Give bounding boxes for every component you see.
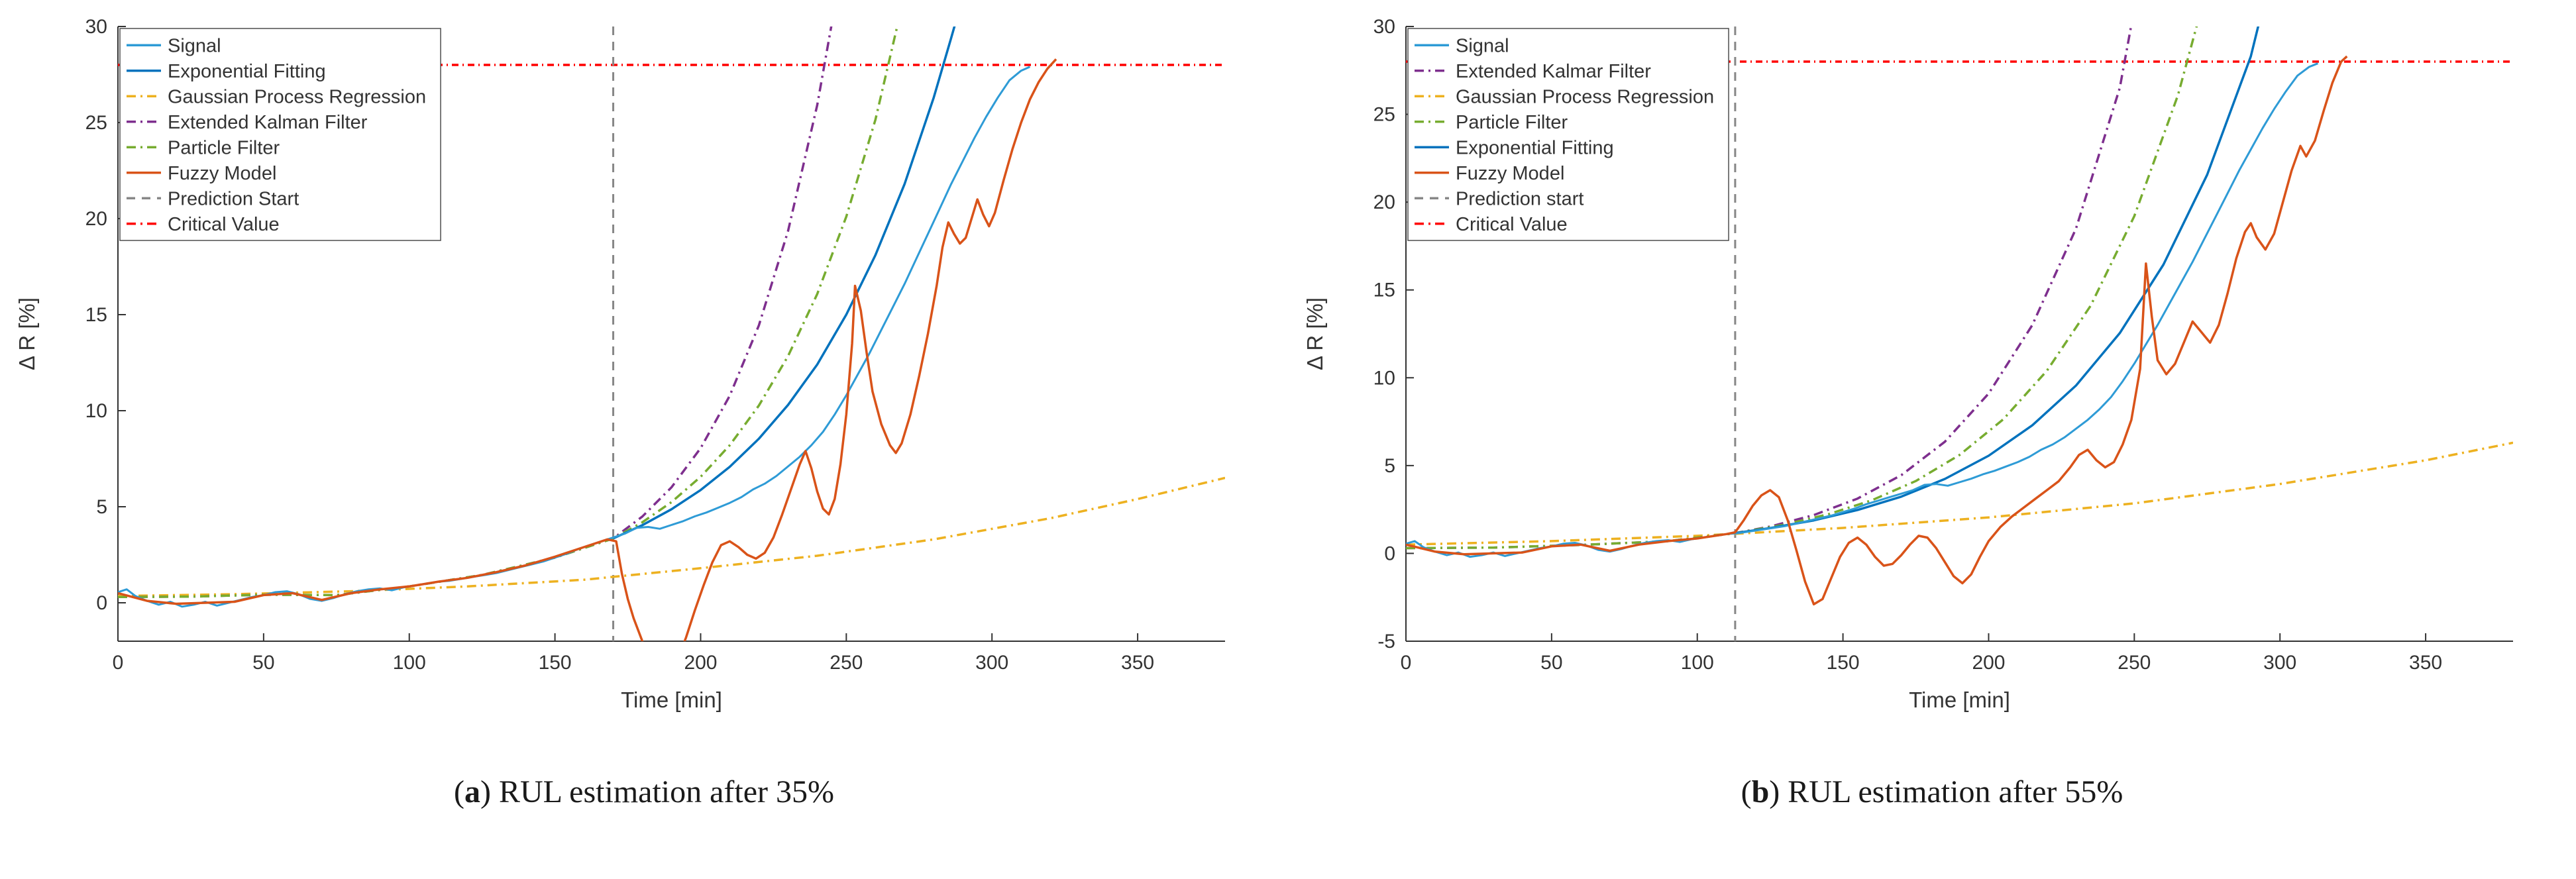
legend: Signal Exponential Fitting Gaussian Proces… (119, 28, 441, 241)
caption-a-letter: a (464, 774, 480, 809)
x-tick-label: 150 (539, 652, 572, 674)
series-fuzzy-model (1406, 55, 2348, 606)
caption-b-pre: ( (1741, 774, 1752, 809)
series-gaussian-process-regression (1406, 441, 2513, 546)
caption-b-text: ) RUL estimation after 55% (1769, 774, 2123, 809)
x-tick-label: 300 (2263, 652, 2296, 674)
legend-label: Gaussian Process Regression (1456, 86, 1714, 107)
legend-label: Prediction Start (168, 188, 299, 209)
y-tick-label: 5 (96, 496, 107, 518)
caption-a-text: ) RUL estimation after 35% (480, 774, 835, 809)
legend-label: Gaussian Process Regression (168, 86, 426, 107)
y-tick-label: 0 (1384, 543, 1395, 564)
series-fuzzy-model (118, 58, 1057, 641)
x-tick-label: 150 (1827, 652, 1860, 674)
series-extended-kalmar-filter (1406, 26, 2133, 550)
y-axis-label: Δ R [%] (1303, 297, 1327, 370)
x-tick-label: 250 (2118, 652, 2151, 674)
chart-a: 0 50 100 150 200 250 300 350 0 5 10 15 20 25 30 Time [m… (15, 16, 1225, 712)
series-extended-kalman-filter (118, 26, 833, 599)
series-exponential-fitting (1735, 26, 2260, 535)
y-tick-label: 30 (1373, 16, 1395, 38)
caption-b-letter: b (1751, 774, 1770, 809)
legend-label: Critical Value (168, 214, 280, 235)
x-tick-label: 250 (830, 652, 863, 674)
legend-label: Fuzzy Model (1456, 163, 1564, 184)
caption-a: (a) RUL estimation after 35% (454, 774, 834, 810)
x-axis-label: Time [min] (621, 688, 722, 712)
y-tick-label: 15 (85, 304, 107, 326)
y-tick-label: 10 (1373, 367, 1395, 389)
legend-label: Signal (1456, 35, 1509, 56)
x-axis-label: Time [min] (1909, 688, 2010, 712)
legend-label: Extended Kalmar Filter (1456, 61, 1651, 82)
legend-label: Particle Filter (1456, 112, 1568, 133)
series-gaussian-process-regression (118, 476, 1225, 597)
caption-a-pre: ( (453, 774, 464, 809)
series-particle-filter (1406, 26, 2198, 550)
legend-label: Critical Value (1456, 214, 1568, 235)
legend-label: Fuzzy Model (168, 163, 276, 184)
x-tick-label: 200 (1972, 652, 2005, 674)
y-tick-label: 5 (1384, 455, 1395, 477)
axes: 0 50 100 150 200 250 300 350 -5 0 5 10 15 20 25 30 (1373, 16, 2513, 674)
legend: Signal Extended Kalmar Filter Gaussian Pro… (1407, 28, 1729, 241)
y-tick-label: 0 (96, 592, 107, 614)
y-tick-label: 20 (1373, 191, 1395, 213)
legend-label: Exponential Fitting (1456, 137, 1614, 158)
x-tick-label: 350 (2409, 652, 2442, 674)
y-tick-label: 15 (1373, 280, 1395, 301)
panel-a: 0 50 100 150 200 250 300 350 0 5 10 15 20 25 30 Time [m… (0, 0, 1288, 810)
caption-b: (b) RUL estimation after 55% (1741, 774, 2123, 810)
x-tick-label: 350 (1121, 652, 1154, 674)
y-tick-label: -5 (1377, 631, 1395, 652)
x-tick-label: 100 (393, 652, 426, 674)
legend-label: Particle Filter (168, 137, 280, 158)
y-tick-label: 25 (85, 112, 107, 134)
y-tick-label: 30 (85, 16, 107, 38)
x-tick-label: 200 (684, 652, 717, 674)
legend-label: Signal (168, 35, 221, 56)
series-particle-filter (118, 26, 898, 599)
x-tick-label: 100 (1681, 652, 1714, 674)
chart-b: 0 50 100 150 200 250 300 350 -5 0 5 10 15 20 25 30 Time … (1303, 16, 2513, 712)
legend-label: Prediction start (1456, 188, 1583, 209)
y-tick-label: 25 (1373, 104, 1395, 126)
x-tick-label: 0 (1401, 652, 1412, 674)
y-tick-label: 10 (85, 400, 107, 422)
panel-b: 0 50 100 150 200 250 300 350 -5 0 5 10 15 20 25 30 Time … (1288, 0, 2576, 810)
y-tick-label: 20 (85, 208, 107, 230)
axes: 0 50 100 150 200 250 300 350 0 5 10 15 20 25 30 (85, 16, 1225, 674)
x-tick-label: 50 (1540, 652, 1562, 674)
x-tick-label: 50 (252, 652, 274, 674)
x-tick-label: 300 (975, 652, 1008, 674)
legend-label: Extended Kalman Filter (168, 112, 368, 133)
x-tick-label: 0 (113, 652, 124, 674)
figure: 0 50 100 150 200 250 300 350 0 5 10 15 20 25 30 Time [m… (0, 0, 2576, 810)
y-axis-label: Δ R [%] (15, 297, 39, 370)
series-exponential-fitting (612, 26, 956, 540)
legend-label: Exponential Fitting (168, 61, 326, 82)
